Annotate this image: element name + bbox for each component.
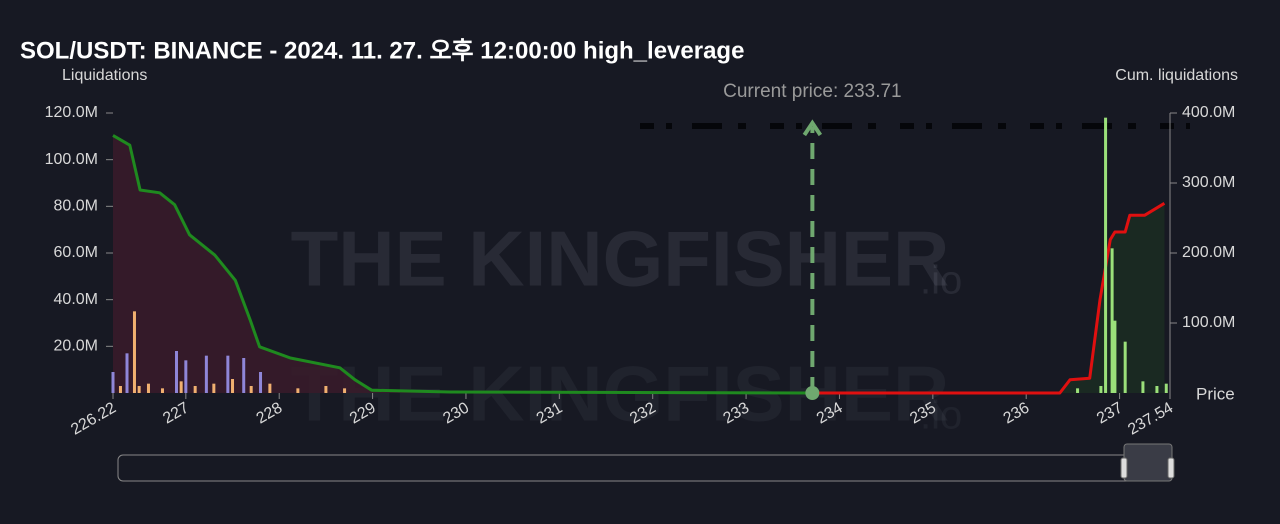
- x-tick-label: 237: [1094, 399, 1126, 427]
- bar: [160, 388, 164, 393]
- bar: [146, 383, 150, 393]
- x-tick-label: 236: [1001, 399, 1033, 427]
- bar: [137, 386, 141, 393]
- bar: [259, 372, 263, 393]
- chart-title: SOL/USDT: BINANCE - 2024. 11. 27. 오후 12:…: [20, 37, 744, 64]
- y2-tick-label: 300.0M: [1182, 174, 1235, 191]
- bar: [212, 383, 216, 393]
- bar: [249, 386, 253, 393]
- bar: [179, 381, 183, 393]
- x-tick-label: 228: [254, 399, 286, 427]
- bar: [132, 311, 136, 393]
- y2-tick-label: 200.0M: [1182, 244, 1235, 261]
- y-tick-label: 20.0M: [54, 338, 98, 355]
- watermark: THE KINGFISHER: [291, 215, 950, 303]
- bar: [1104, 117, 1108, 394]
- range-slider[interactable]: [117, 454, 1171, 482]
- y-axis-label: Liquidations: [62, 67, 147, 84]
- bar: [1113, 320, 1117, 393]
- x-tick-label: 226.22: [68, 399, 119, 438]
- x-tick-label: 237.54: [1125, 399, 1176, 438]
- bar: [204, 355, 208, 393]
- bar: [1076, 388, 1080, 393]
- y2-tick-label: 400.0M: [1182, 104, 1235, 121]
- current-price-arrow: [802, 119, 823, 137]
- line: [812, 202, 1166, 395]
- bar: [1155, 386, 1159, 393]
- watermark-suffix: .io: [920, 394, 962, 438]
- bar: [1123, 341, 1127, 393]
- range-slider-window[interactable]: [1123, 443, 1173, 482]
- current-price-dot: [805, 386, 820, 400]
- bar: [184, 360, 188, 393]
- bar: [1110, 248, 1114, 393]
- y-tick-label: 120.0M: [45, 104, 98, 121]
- y-tick-label: 60.0M: [54, 244, 98, 261]
- y2-tick-label: 100.0M: [1182, 314, 1235, 331]
- y-tick-label: 80.0M: [54, 198, 98, 215]
- bar: [324, 386, 328, 393]
- x-tick-label: 227: [160, 399, 192, 427]
- bar: [268, 383, 272, 393]
- range-handle[interactable]: [1167, 457, 1175, 479]
- bar: [111, 372, 115, 393]
- x-axis-label: Price: [1196, 384, 1235, 403]
- bar: [242, 358, 246, 393]
- bar: [1099, 386, 1103, 393]
- y-tick-label: 100.0M: [45, 151, 98, 168]
- bar: [193, 386, 197, 393]
- y2-axis-label: Cum. liquidations: [1115, 67, 1238, 84]
- bar: [296, 388, 300, 393]
- bar: [231, 379, 235, 393]
- bar: [1164, 383, 1168, 393]
- bar: [174, 351, 178, 393]
- area: [113, 135, 813, 393]
- y-tick-label: 40.0M: [54, 291, 98, 308]
- watermark-suffix: .io: [920, 259, 962, 303]
- bar: [1141, 381, 1145, 393]
- bar: [343, 388, 347, 393]
- bar: [226, 355, 230, 393]
- annotation: Current price: 233.71: [723, 81, 902, 102]
- bar: [125, 353, 129, 393]
- line: [112, 134, 813, 395]
- range-handle[interactable]: [1120, 457, 1128, 479]
- bar: [118, 386, 122, 393]
